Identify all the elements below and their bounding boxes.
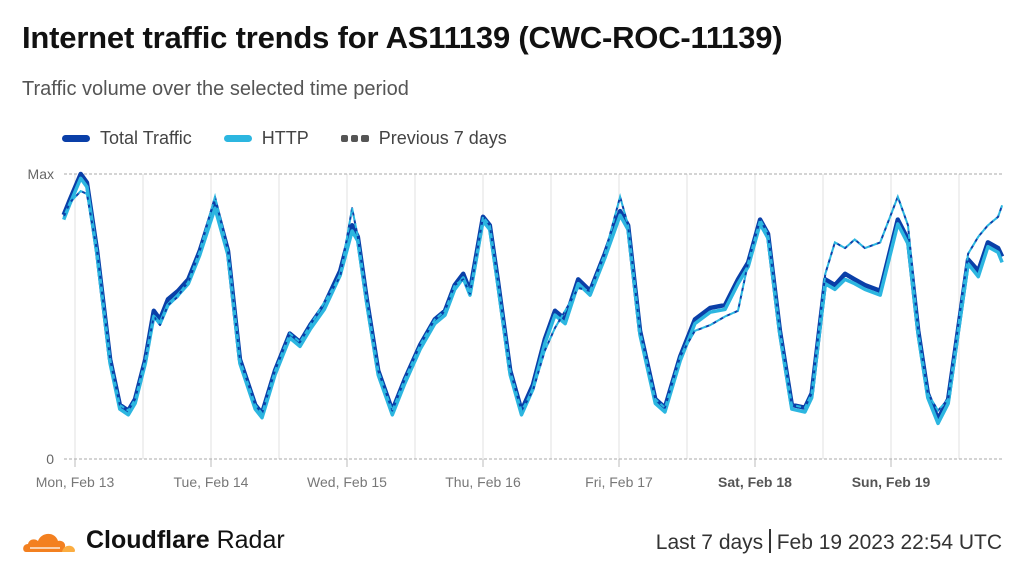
legend-label: HTTP [261, 128, 309, 148]
cloudflare-radar-logo: Cloudflare Radar [22, 526, 285, 555]
page-title: Internet traffic trends for AS11139 (CWC… [22, 20, 783, 55]
time-range-info: Last 7 days Feb 19 2023 22:54 UTC [656, 529, 1002, 555]
previous-7-days-line [62, 190, 1004, 415]
previous-7-days-line-overlay [62, 189, 1004, 416]
legend-swatch-previous [340, 135, 369, 142]
brand-product: Radar [216, 526, 285, 554]
page-subtitle: Traffic volume over the selected time pe… [22, 78, 409, 100]
chart-legend: Total Traffic HTTP Previous 7 days [62, 128, 507, 149]
y-tick-label-max: Max [28, 166, 54, 182]
http-line [62, 176, 1004, 426]
legend-label: Total Traffic [100, 128, 192, 148]
x-tick-label: Wed, Feb 15 [307, 474, 387, 490]
legend-http[interactable]: HTTP [223, 128, 309, 149]
brand-name: Cloudflare [86, 526, 210, 554]
legend-total-traffic[interactable]: Total Traffic [62, 128, 192, 149]
x-tick-label: Sat, Feb 18 [718, 474, 792, 490]
divider [769, 529, 771, 553]
cloudflare-cloud-icon [23, 533, 75, 552]
x-tick-label: Mon, Feb 13 [36, 474, 115, 490]
x-tick-label: Thu, Feb 16 [445, 474, 521, 490]
legend-label: Previous 7 days [378, 128, 507, 148]
y-tick-label-zero: 0 [46, 451, 54, 467]
legend-swatch-total [62, 135, 90, 142]
x-tick-label: Tue, Feb 14 [174, 474, 249, 490]
legend-previous[interactable]: Previous 7 days [340, 128, 507, 149]
x-tick-label: Sun, Feb 19 [852, 474, 931, 490]
timestamp: Feb 19 2023 22:54 UTC [776, 531, 1002, 554]
x-tick-label: Fri, Feb 17 [585, 474, 653, 490]
legend-swatch-http [223, 135, 252, 142]
time-range: Last 7 days [655, 531, 764, 554]
